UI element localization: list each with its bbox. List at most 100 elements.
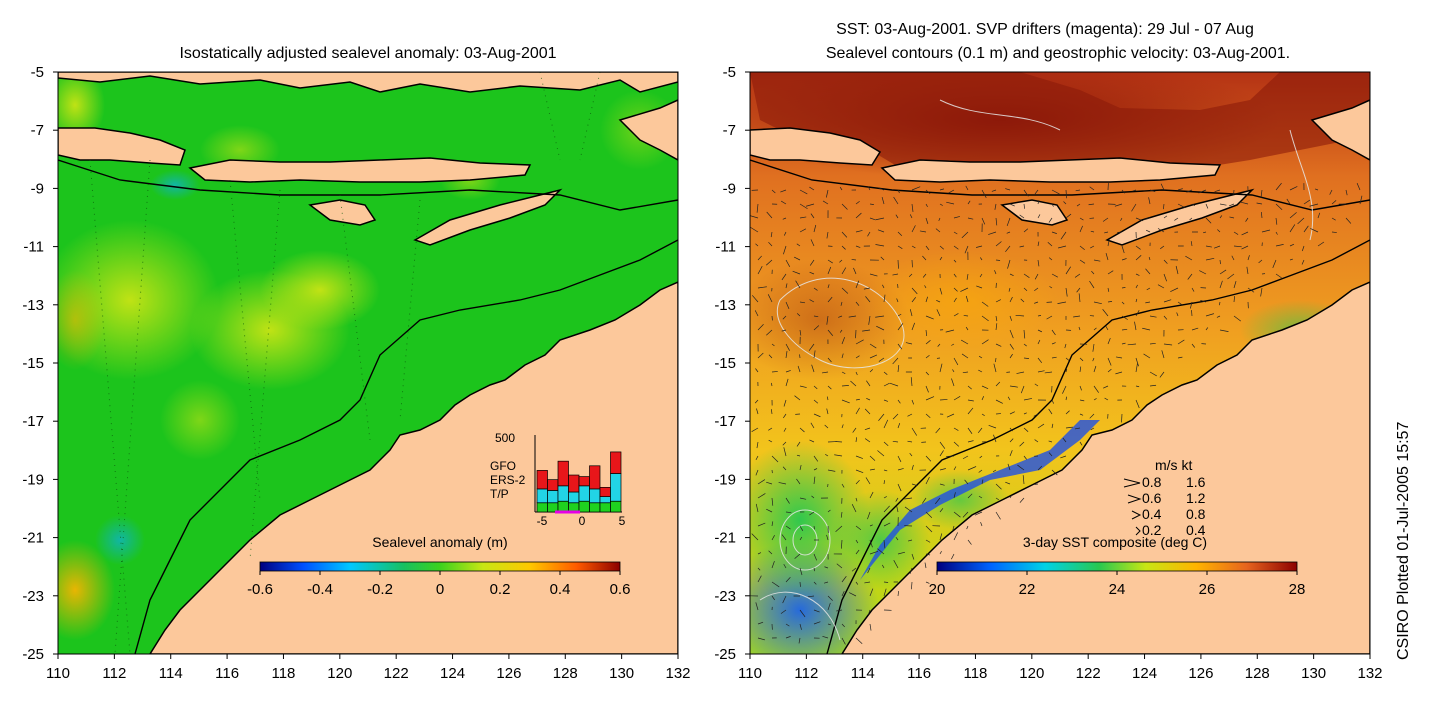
velocity-vector	[809, 439, 815, 443]
warm-northern-seas	[750, 72, 1370, 170]
velocity-vector	[813, 287, 818, 291]
velocity-vector	[766, 259, 773, 266]
velocity-vector	[1214, 189, 1221, 193]
velocity-vector	[1149, 371, 1157, 377]
velocity-vector	[822, 635, 829, 639]
velocity-vector	[855, 200, 860, 205]
velocity-vector	[813, 399, 819, 404]
velocity-vector	[939, 508, 944, 513]
velocity-vector	[953, 357, 959, 366]
velocity-vector	[1143, 217, 1151, 221]
velocity-vector	[781, 329, 787, 332]
velocity-vector	[980, 521, 983, 527]
timor-island	[413, 188, 563, 246]
velocity-vector	[855, 371, 858, 376]
velocity-vector	[953, 287, 958, 292]
velocity-vector	[1037, 423, 1045, 429]
velocity-vector	[995, 323, 998, 331]
velocity-vector	[1289, 224, 1296, 233]
velocity-vector	[1261, 229, 1271, 233]
velocity-vector	[1132, 189, 1137, 192]
velocity-vector	[1019, 214, 1025, 219]
velocity-vector	[1079, 357, 1084, 362]
velocity-vector	[1048, 452, 1053, 457]
velocity-vector	[1301, 245, 1305, 252]
velocity-vector	[951, 378, 955, 387]
legend-ers2: ERS-2	[490, 473, 526, 487]
velocity-vector	[992, 469, 997, 473]
velocity-vector	[1143, 353, 1151, 359]
velocity-vector	[925, 511, 933, 519]
velocity-vector	[809, 271, 815, 275]
velocity-vector	[839, 259, 843, 263]
velocity-vector	[1275, 273, 1282, 279]
velocity-vector	[897, 189, 900, 194]
velocity-vector	[771, 561, 775, 569]
velocity-vector	[757, 637, 765, 641]
velocity-vector	[897, 259, 899, 269]
velocity-vector	[855, 525, 862, 531]
velocity-vector	[1117, 231, 1123, 233]
velocity-vector	[785, 378, 789, 387]
velocity-vector	[911, 297, 917, 303]
x-tick-label: 110	[46, 665, 70, 682]
velocity-vector	[965, 295, 969, 303]
velocity-vector	[771, 189, 776, 194]
velocity-vector	[1202, 231, 1207, 234]
sst-colorbar-ramp	[936, 561, 1298, 572]
velocity-vector	[967, 427, 973, 434]
velocity-vector	[1048, 257, 1053, 261]
velocity-vector	[953, 259, 957, 263]
velocity-vector	[855, 339, 864, 345]
velocity-vector	[946, 413, 955, 418]
velocity-vector	[1157, 284, 1165, 289]
velocity-scale-arrow	[1127, 494, 1142, 504]
velocity-vector	[939, 203, 943, 206]
velocity-vector	[1314, 188, 1319, 191]
velocity-vector	[757, 255, 762, 261]
velocity-vector	[850, 380, 857, 387]
velocity-vector	[827, 623, 831, 626]
velocity-vector	[783, 245, 787, 255]
velocity-vector	[827, 266, 832, 275]
velocity-vector	[1107, 238, 1110, 247]
velocity-vector	[841, 424, 844, 429]
velocity-vector	[1009, 343, 1014, 350]
velocity-vector	[1289, 186, 1298, 191]
velocity-vector	[1135, 357, 1139, 367]
velocity-vector	[1104, 231, 1109, 234]
velocity-vector	[841, 623, 845, 628]
altimeter-histogram: 500 GFO ERS-2 T/P -5 0 5	[490, 431, 626, 528]
velocity-vector	[864, 438, 871, 443]
velocity-vector	[939, 533, 943, 541]
velocity-vector	[925, 315, 934, 320]
velocity-vector	[909, 309, 913, 317]
velocity-vector	[799, 497, 807, 500]
velocity-vector	[1051, 273, 1058, 278]
velocity-vector	[897, 551, 906, 555]
x-tick-label: 126	[496, 665, 521, 682]
velocity-vector	[895, 536, 899, 541]
velocity-vector	[835, 525, 843, 533]
sla-field	[58, 72, 678, 654]
y-tick-label: -17	[714, 413, 736, 430]
histogram-bar-gfo	[547, 479, 559, 491]
velocity-vector	[1191, 327, 1199, 331]
velocity-vector	[841, 371, 846, 374]
velocity-vector	[977, 427, 983, 434]
velocity-vector	[925, 354, 930, 359]
velocity-vector	[1149, 189, 1156, 192]
velocity-vector	[1142, 327, 1151, 331]
velocity-vector	[785, 623, 790, 627]
tanimbar-land-right	[1310, 99, 1370, 161]
velocity-vector	[1275, 203, 1283, 211]
velocity-vector	[855, 455, 863, 459]
velocity-vector	[795, 280, 801, 289]
velocity-vector	[864, 427, 871, 431]
velocity-vector	[1331, 200, 1337, 205]
velocity-vector	[869, 539, 873, 548]
y-tick-label: -9	[723, 180, 736, 197]
x-tick-label: 132	[665, 665, 690, 682]
velocity-vector	[827, 284, 830, 289]
velocity-vector	[981, 413, 985, 416]
